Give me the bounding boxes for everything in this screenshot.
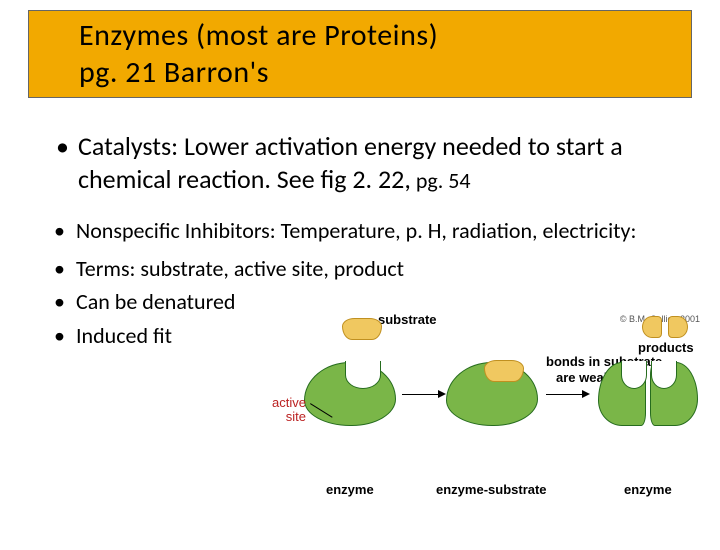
bullet-catalysts-sub: pg. 54	[411, 167, 471, 194]
substrate-shape-bound	[484, 360, 524, 382]
caption-enzyme-1: enzyme	[326, 482, 374, 497]
enzyme-shape-1	[304, 362, 396, 426]
arrow-2	[546, 394, 584, 395]
label-products: products	[638, 340, 694, 355]
arrow-2-head	[582, 390, 590, 398]
enzyme-diagram: © B.M. Collier, 2001 substrate products …	[302, 312, 702, 508]
title-line-1: Enzymes (most are Proteins)	[79, 17, 681, 54]
bullet-catalysts-text: Catalysts: Lower activation energy neede…	[78, 130, 623, 195]
caption-complex: enzyme-substrate	[436, 482, 547, 497]
product-shape-a	[642, 316, 662, 338]
arrow-1	[402, 394, 440, 395]
bullet-inhibitors: Nonspecific Inhibitors: Temperature, p. …	[50, 217, 684, 245]
enzyme-shape-3b	[650, 362, 698, 426]
label-active-site: activesite	[272, 396, 306, 425]
active-site-notch-1	[345, 361, 381, 389]
active-site-notch-3a	[621, 361, 647, 389]
arrow-1-head	[438, 390, 446, 398]
label-substrate: substrate	[378, 312, 437, 327]
enzyme-shape-3a	[598, 362, 646, 426]
substrate-shape-free	[342, 318, 382, 340]
active-site-notch-3b	[651, 361, 677, 389]
caption-enzyme-2: enzyme	[624, 482, 672, 497]
bullet-terms: Terms: substrate, active site, product	[50, 255, 684, 283]
title-banner: Enzymes (most are Proteins) pg. 21 Barro…	[28, 10, 692, 98]
product-shape-b	[668, 316, 688, 338]
title-line-2: pg. 21 Barron's	[79, 54, 681, 91]
bullet-catalysts: Catalysts: Lower activation energy neede…	[50, 130, 684, 195]
